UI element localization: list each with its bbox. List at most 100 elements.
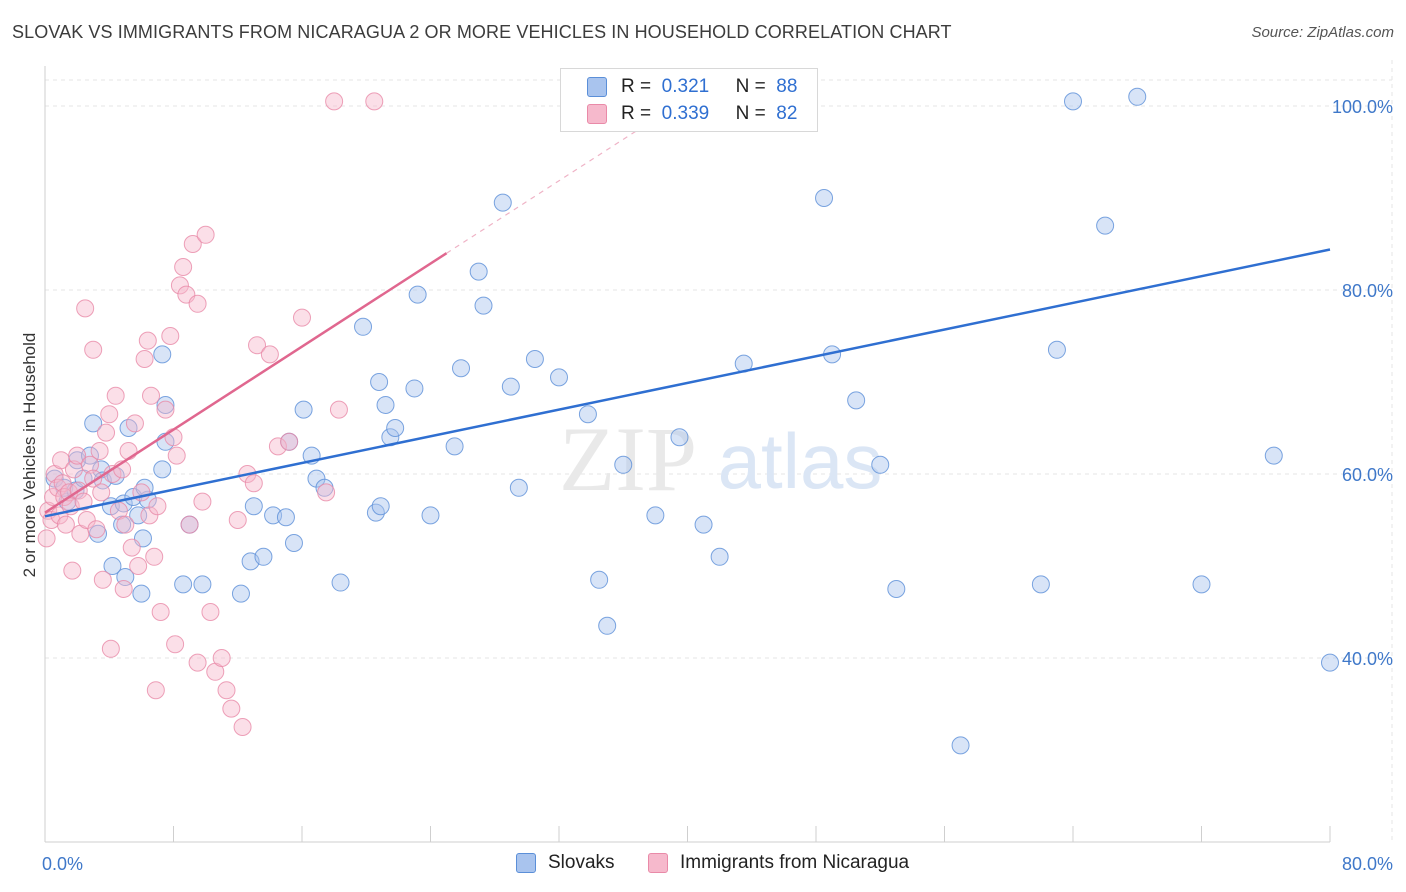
nicaragua-point (100, 405, 119, 424)
nicaragua-point (146, 681, 165, 700)
legend-text-slovaks: R = 0.321 N = 88 (621, 76, 797, 98)
y-tick-label: 80.0% (1342, 281, 1393, 301)
slovaks-point (231, 584, 250, 603)
nicaragua-point (142, 386, 161, 405)
slovaks-point (153, 345, 172, 364)
y-tick-labels: 40.0% 60.0% 80.0% 100.0% (1332, 97, 1393, 669)
slovaks-point (103, 557, 122, 575)
nicaragua-point (193, 492, 212, 511)
nicaragua-point (317, 483, 336, 502)
nicaragua-point (125, 414, 144, 433)
legend-n-label: N = (735, 76, 766, 97)
nicaragua-point (145, 547, 164, 566)
slovaks-point (80, 446, 99, 465)
nicaragua-point (56, 515, 75, 534)
nicaragua-point (87, 520, 106, 539)
nicaragua-trend-line (44, 252, 448, 514)
watermark-zip: ZIP (559, 408, 697, 510)
y-tick-label: 100.0% (1332, 97, 1393, 117)
nicaragua-point (148, 497, 167, 516)
slovaks-point (445, 437, 464, 456)
nicaragua-point (325, 92, 344, 111)
nicaragua-point (116, 515, 135, 534)
slovaks-point (1321, 653, 1339, 672)
slovaks-point (84, 414, 103, 433)
nicaragua-point (106, 386, 125, 405)
slovaks-point (294, 400, 313, 419)
slovaks-point (193, 575, 212, 594)
bottom-legend-swatch-nicaragua (648, 853, 668, 873)
data-points (37, 87, 1339, 755)
slovaks-trend-line (44, 248, 1331, 518)
slovaks-point (408, 285, 427, 304)
nicaragua-point (228, 511, 247, 529)
nicaragua-point (248, 336, 267, 355)
legend-swatch-slovaks (587, 77, 607, 97)
nicaragua-point (84, 340, 103, 359)
slovaks-point (119, 419, 138, 437)
slovaks-point (694, 515, 713, 534)
slovaks-point (951, 736, 970, 755)
nicaragua-point (183, 235, 202, 253)
slovaks-point (405, 379, 424, 398)
gridlines (45, 60, 1393, 842)
nicaragua-point (97, 423, 116, 442)
nicaragua-point (196, 225, 215, 244)
nicaragua-point (74, 492, 93, 511)
slovaks-point (469, 262, 488, 281)
nicaragua-trend-extension (446, 128, 640, 254)
nicaragua-point (77, 511, 96, 529)
nicaragua-point (101, 639, 120, 658)
chart-title: SLOVAK VS IMMIGRANTS FROM NICARAGUA 2 OR… (12, 22, 952, 42)
nicaragua-point (365, 92, 384, 111)
slovaks-point (371, 497, 390, 516)
nicaragua-point (156, 400, 175, 419)
slovaks-point (815, 189, 834, 207)
nicaragua-point (151, 603, 170, 621)
legend-text-nicaragua: R = 0.339 N = 82 (621, 103, 797, 125)
nicaragua-point (280, 432, 299, 451)
nicaragua-point (161, 327, 180, 345)
y-tick-label: 40.0% (1342, 649, 1393, 669)
nicaragua-point (138, 331, 157, 350)
slovaks-point (525, 350, 544, 368)
trend-lines (44, 128, 1331, 518)
nicaragua-point (63, 561, 82, 580)
slovaks-point (132, 584, 151, 603)
slovaks-point (370, 373, 389, 391)
slovaks-point (550, 368, 568, 387)
nicaragua-point (129, 557, 148, 575)
slovaks-point (354, 317, 373, 336)
slovaks-point (493, 193, 512, 212)
legend-n-value: 82 (776, 103, 798, 124)
watermark-atlas: atlas (718, 417, 883, 505)
legend-r-label: R = (621, 76, 652, 97)
axes (44, 66, 1331, 843)
slovaks-point (1192, 575, 1211, 594)
slovaks-point (254, 547, 273, 566)
legend-swatch-nicaragua (587, 104, 607, 124)
bottom-legend-swatch-slovaks (516, 853, 536, 873)
nicaragua-point (90, 442, 109, 460)
nicaragua-point (167, 446, 186, 465)
nicaragua-point (268, 437, 287, 456)
nicaragua-point (170, 276, 189, 295)
nicaragua-point (174, 258, 193, 276)
x-tick-labels: 0.0% 80.0% (42, 854, 1393, 874)
slovaks-point (847, 391, 866, 410)
nicaragua-point (212, 649, 231, 667)
slovaks-point (509, 478, 528, 497)
legend-r-value: 0.339 (661, 103, 710, 124)
nicaragua-point (119, 442, 138, 460)
nicaragua-point (188, 653, 207, 672)
slovaks-point (174, 575, 193, 594)
slovaks-point (501, 377, 520, 396)
nicaragua-point (37, 529, 56, 548)
x-tick-label-min: 0.0% (42, 854, 83, 874)
slovaks-point (376, 396, 395, 414)
slovaks-point (276, 508, 295, 527)
slovaks-point (590, 570, 609, 589)
slovaks-point (421, 506, 440, 525)
nicaragua-point (188, 294, 207, 313)
